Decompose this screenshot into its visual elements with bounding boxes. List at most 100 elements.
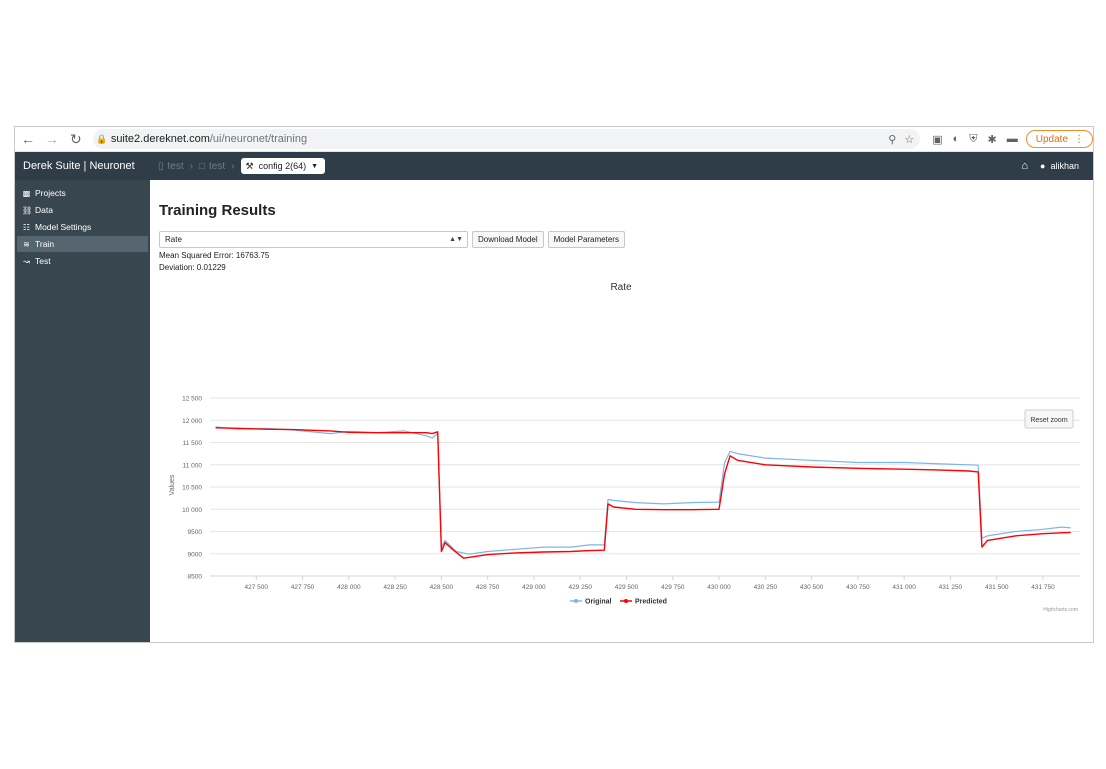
series-line-original[interactable] xyxy=(215,426,1071,555)
y-axis-label: Values xyxy=(169,474,176,495)
y-axis-ticks: 12 500 12 000 11 500 11 000 10 500 10 000 9500… xyxy=(182,396,202,581)
config-dropdown[interactable]: ⚒ config 2(64) ▼ xyxy=(240,158,326,174)
chart-series xyxy=(215,426,1071,559)
url-host: suite2.dereknet.com xyxy=(110,133,210,145)
brand-title: Derek Suite | Neuronet xyxy=(23,160,135,172)
user-icon: ● xyxy=(1040,161,1046,171)
legend-label[interactable]: Original xyxy=(585,599,612,606)
legend-marker xyxy=(574,599,578,603)
x-tick-label: 429 750 xyxy=(661,584,685,591)
mse-text: Mean Squared Error: 16763.75 xyxy=(159,251,270,260)
hammer-icon: ⚒ xyxy=(245,160,254,171)
x-tick-label: 431 000 xyxy=(892,584,916,591)
x-axis-ticks: 427 500 427 750 428 000 428 250 428 500 428 7… xyxy=(245,576,1055,591)
chevron-right-icon: › xyxy=(231,160,235,172)
series-select[interactable]: Rate ▲▼ xyxy=(159,231,468,248)
x-tick-label: 429 250 xyxy=(568,584,592,591)
x-tick-label: 429 500 xyxy=(615,584,639,591)
x-tick-label: 431 250 xyxy=(939,584,963,591)
x-tick-label: 430 000 xyxy=(707,584,731,591)
sidebar-item-test[interactable]: ↝ Test xyxy=(17,253,148,269)
extension-circle-icon[interactable]: ◐ xyxy=(952,133,960,145)
sidebar-item-label: Model Settings xyxy=(35,222,92,232)
series-select-value: Rate xyxy=(165,235,182,244)
forward-icon[interactable]: → xyxy=(44,131,59,147)
breadcrumb-file-label: test xyxy=(209,160,226,172)
config-label: config 2(64) xyxy=(258,161,307,171)
line-chart-icon: ↝ xyxy=(23,256,30,266)
user-menu[interactable]: ● alikhan xyxy=(1040,161,1079,171)
legend-marker xyxy=(624,599,628,603)
file-icon: □ xyxy=(198,160,206,172)
y-tick-label: 12 500 xyxy=(182,396,202,403)
breadcrumb: ▯ test › □ test › ⚒ config 2(64) ▼ xyxy=(158,158,326,174)
folder-icon: ▯ xyxy=(158,160,164,172)
model-parameters-button[interactable]: Model Parameters xyxy=(547,231,625,248)
breadcrumb-project-label: test xyxy=(167,160,184,172)
address-bar[interactable]: 🔒 suite2.dereknet.com/ui/neuronet/traini… xyxy=(92,129,921,149)
chart-legend[interactable]: Original Predicted xyxy=(570,599,667,606)
rate-chart[interactable]: Rate 12 500 12 000 11 500 11 000 10 500 10 00… xyxy=(150,268,1094,628)
x-tick-label: 431 750 xyxy=(1031,584,1055,591)
y-tick-label: 11 000 xyxy=(183,462,203,469)
sidebar: ▩ Projects ⛓ Data ☷ Model Settings ≋ Tra… xyxy=(15,180,150,642)
breadcrumb-project[interactable]: ▯ test xyxy=(158,161,184,172)
profile-icon[interactable]: ▬ xyxy=(1006,133,1018,145)
sidebar-item-label: Test xyxy=(35,256,51,266)
download-model-button[interactable]: Download Model xyxy=(472,231,544,248)
puzzle-icon[interactable]: ✱ xyxy=(987,133,997,146)
more-icon: ⋮ xyxy=(1074,133,1085,145)
sidebar-item-data[interactable]: ⛓ Data xyxy=(17,202,148,218)
sliders-icon: ☷ xyxy=(22,222,31,232)
x-tick-label: 428 250 xyxy=(383,584,407,591)
x-tick-label: 428 000 xyxy=(337,584,361,591)
y-tick-label: 9000 xyxy=(188,551,203,558)
sidebar-item-train[interactable]: ≋ Train xyxy=(17,236,148,252)
area-chart-icon: ≋ xyxy=(23,239,30,249)
sidebar-item-model-settings[interactable]: ☷ Model Settings xyxy=(17,219,148,235)
x-tick-label: 427 750 xyxy=(291,584,315,591)
browser-toolbar: ← → ↻ 🔒 suite2.dereknet.com/ui/neuronet/… xyxy=(15,127,1093,152)
y-tick-label: 8500 xyxy=(188,574,203,581)
x-tick-label: 429 000 xyxy=(522,584,546,591)
home-icon[interactable]: ⌂ xyxy=(1021,160,1029,172)
y-tick-label: 10 500 xyxy=(182,485,202,492)
y-tick-label: 9500 xyxy=(188,529,203,536)
x-tick-label: 431 500 xyxy=(985,584,1009,591)
user-name: alikhan xyxy=(1050,161,1079,171)
sidebar-item-label: Data xyxy=(35,205,53,215)
main-content: Training Results Rate ▲▼ Download Model … xyxy=(150,180,1093,642)
x-tick-label: 430 500 xyxy=(800,584,824,591)
zoom-icon[interactable]: ⚲ xyxy=(888,133,897,146)
lock-icon: 🔒 xyxy=(96,133,108,144)
chart-credits[interactable]: Highcharts.com xyxy=(1043,607,1078,613)
series-line-predicted[interactable] xyxy=(215,427,1071,559)
y-tick-label: 12 000 xyxy=(182,418,202,425)
select-caret-icon: ▲▼ xyxy=(449,236,463,243)
url-path: /ui/neuronet/training xyxy=(209,133,308,145)
extension-icon[interactable]: ▣ xyxy=(932,133,943,146)
folder-open-icon: ▩ xyxy=(22,188,31,198)
x-tick-label: 428 500 xyxy=(430,584,454,591)
sidebar-item-label: Train xyxy=(35,239,55,249)
back-icon[interactable]: ← xyxy=(20,131,35,147)
page-title: Training Results xyxy=(159,202,276,219)
sidebar-item-label: Projects xyxy=(35,188,66,198)
x-tick-label: 428 750 xyxy=(476,584,500,591)
update-label: Update xyxy=(1035,133,1069,145)
sidebar-item-projects[interactable]: ▩ Projects xyxy=(17,185,148,201)
x-tick-label: 427 500 xyxy=(245,584,269,591)
app-header: Derek Suite | Neuronet ▯ test › □ test ›… xyxy=(15,152,1093,180)
reset-zoom-label: Reset zoom xyxy=(1030,417,1068,424)
breadcrumb-file[interactable]: □ test xyxy=(199,161,225,172)
caret-down-icon: ▼ xyxy=(311,162,319,170)
legend-label[interactable]: Predicted xyxy=(635,599,667,606)
update-button[interactable]: Update ⋮ xyxy=(1025,130,1093,148)
star-icon[interactable]: ☆ xyxy=(904,133,915,146)
reload-icon[interactable]: ↻ xyxy=(69,130,82,147)
reset-zoom-button[interactable]: Reset zoom xyxy=(1024,409,1074,429)
chevron-right-icon: › xyxy=(189,160,193,172)
deviation-text: Deviation: 0.01229 xyxy=(159,263,226,272)
shield-icon[interactable]: ⛨ xyxy=(969,132,978,145)
chart-title: Rate xyxy=(610,282,632,293)
